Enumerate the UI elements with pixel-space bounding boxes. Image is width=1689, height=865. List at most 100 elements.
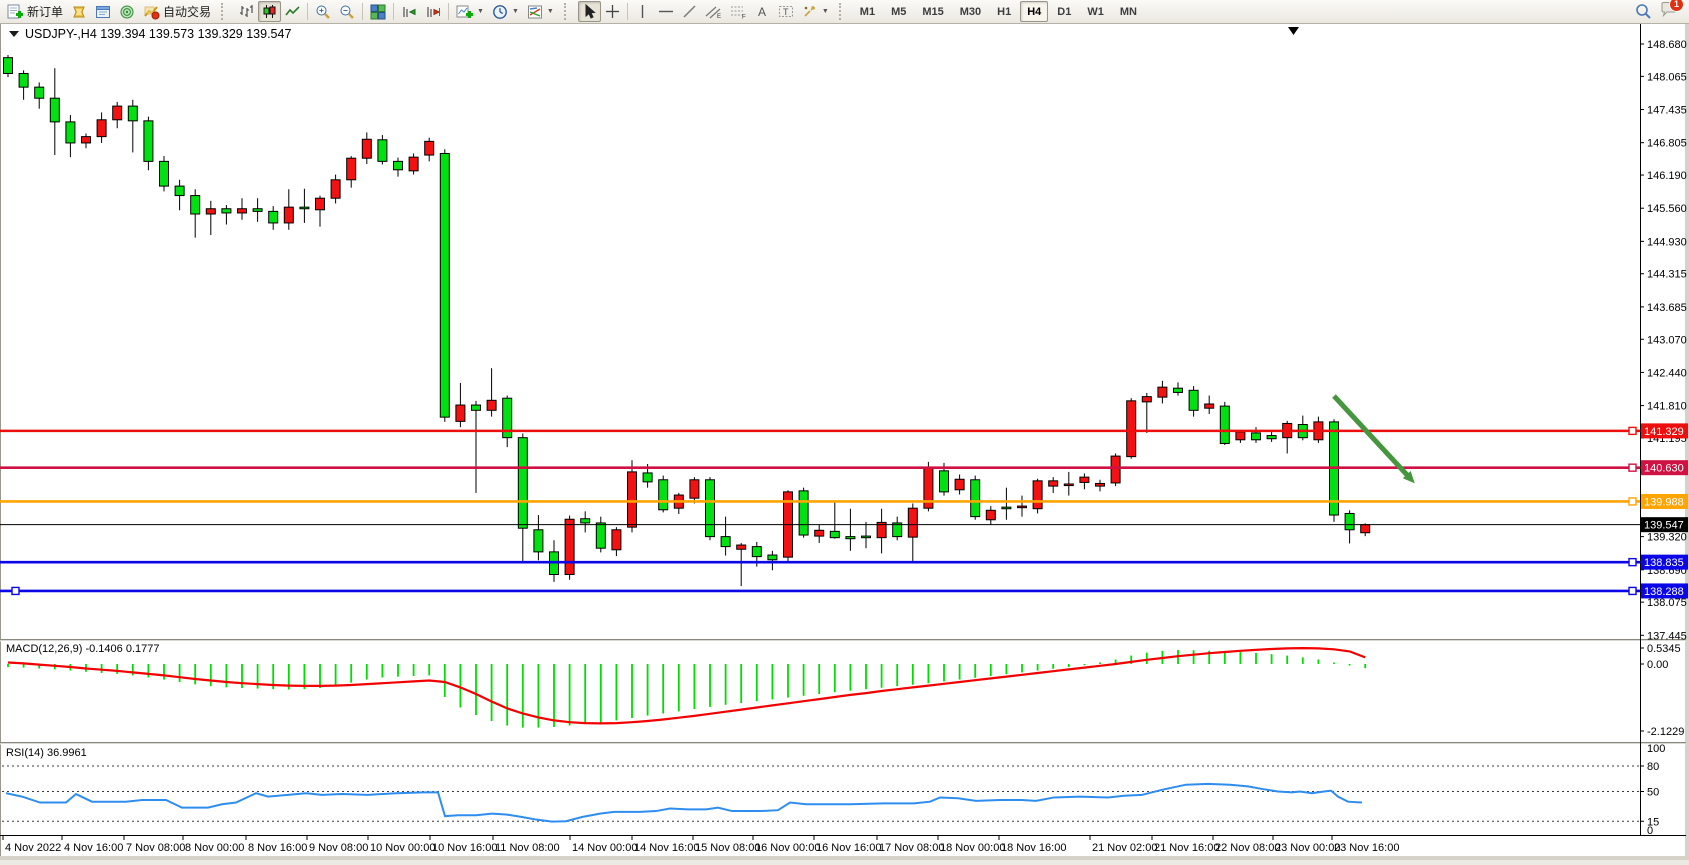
candle-body[interactable] — [377, 139, 388, 162]
zoom-out-button[interactable] — [335, 1, 359, 22]
new-order-button[interactable]: 新订单 — [3, 1, 67, 22]
candle-body[interactable] — [1079, 476, 1090, 483]
candle-body[interactable] — [533, 529, 544, 553]
candle-body[interactable] — [1204, 403, 1215, 409]
channel-tool-button[interactable]: E — [701, 1, 726, 22]
candle-body[interactable] — [814, 529, 825, 537]
candle-body[interactable] — [954, 478, 965, 491]
candle-body[interactable] — [299, 206, 310, 210]
chart-shift-marker[interactable] — [1288, 27, 1299, 35]
arrows-tool-button[interactable]: ▼ — [798, 1, 833, 22]
candle-body[interactable] — [1001, 506, 1012, 510]
candle-body[interactable] — [642, 472, 653, 483]
candle-body[interactable] — [268, 210, 279, 224]
candle-body[interactable] — [1173, 387, 1183, 393]
candle-body[interactable] — [49, 97, 60, 123]
candle-body[interactable] — [1063, 483, 1074, 487]
navigator-button[interactable] — [91, 1, 115, 22]
auto-trading-button[interactable]: 自动交易 — [139, 1, 215, 22]
candle-body[interactable] — [81, 136, 91, 144]
candle-body[interactable] — [96, 119, 107, 138]
candle-body[interactable] — [580, 518, 591, 524]
candle-body[interactable] — [751, 546, 762, 558]
candle-body[interactable] — [361, 138, 372, 159]
signals-button[interactable] — [115, 1, 139, 22]
candle-body[interactable] — [892, 522, 903, 538]
candle-body[interactable] — [205, 208, 216, 215]
search-icon[interactable] — [1635, 3, 1652, 20]
fibonacci-tool-button[interactable]: F — [726, 1, 751, 22]
candle-body[interactable] — [127, 105, 138, 122]
candle-body[interactable] — [1235, 431, 1246, 441]
candle-body[interactable] — [252, 208, 263, 212]
candle-body[interactable] — [985, 509, 996, 521]
trendline-tool-button[interactable] — [678, 1, 701, 22]
candle-body[interactable] — [517, 437, 528, 529]
candle-body[interactable] — [65, 121, 76, 144]
candle-body[interactable] — [907, 507, 918, 538]
tab-timeframe-d1[interactable]: D1 — [1057, 5, 1072, 18]
candle-body[interactable] — [1032, 480, 1043, 510]
tab-timeframe-m1[interactable]: M1 — [859, 5, 876, 18]
candle-body[interactable] — [798, 490, 809, 536]
candle-body[interactable] — [330, 179, 341, 199]
candle-body[interactable] — [393, 160, 403, 171]
candle-body[interactable] — [876, 521, 887, 539]
zoom-in-button[interactable] — [311, 1, 335, 22]
tab-timeframe-h4[interactable]: H4 — [1020, 1, 1049, 22]
candle-body[interactable] — [720, 536, 731, 548]
periods-button[interactable]: ▼ — [488, 1, 523, 22]
candle-body[interactable] — [283, 206, 294, 224]
templates-button[interactable]: ▼ — [523, 1, 558, 22]
hline-anchor[interactable] — [1628, 463, 1637, 472]
bar-chart-mode-button[interactable] — [235, 1, 258, 22]
hline-anchor[interactable] — [11, 586, 20, 596]
auto-scroll-button[interactable] — [397, 1, 421, 22]
tab-timeframe-mn[interactable]: MN — [1119, 5, 1137, 18]
price-axis[interactable]: 148.680 148.065 147.435 146.805 146.190 145.5… — [1640, 39, 1688, 642]
candle-body[interactable] — [143, 120, 154, 162]
candle-body[interactable] — [34, 86, 45, 99]
candle-body[interactable] — [1344, 512, 1355, 531]
candle-body[interactable] — [439, 152, 450, 418]
candle-body[interactable] — [1110, 455, 1121, 484]
hline-anchor[interactable] — [1628, 497, 1637, 506]
tab-timeframe-w1[interactable]: W1 — [1087, 5, 1104, 18]
line-chart-mode-button[interactable] — [281, 1, 304, 22]
candle-body[interactable] — [3, 57, 13, 74]
symbol-dropdown-icon[interactable] — [9, 31, 19, 37]
hline-anchor[interactable] — [1628, 586, 1637, 596]
candle-body[interactable] — [237, 208, 247, 214]
candle-body[interactable] — [159, 160, 169, 187]
candle-body[interactable] — [1126, 400, 1137, 458]
candle-body[interactable] — [627, 471, 637, 528]
candle-body[interactable] — [970, 479, 981, 518]
candle-body[interactable] — [346, 157, 357, 181]
horizontal-line-tool-button[interactable] — [654, 1, 678, 22]
chart-shift-button[interactable] — [421, 1, 445, 22]
crosshair-tool-button[interactable] — [601, 1, 624, 22]
candle-body[interactable] — [689, 479, 700, 499]
candle-body[interactable] — [767, 554, 778, 561]
candle-body[interactable] — [1360, 524, 1371, 534]
candle-body[interactable] — [1157, 386, 1168, 398]
candle-body[interactable] — [190, 195, 201, 215]
indicators-button[interactable]: ▼ — [452, 1, 488, 22]
tile-windows-button[interactable] — [366, 1, 390, 22]
candle-body[interactable] — [486, 399, 497, 411]
text-tool-button[interactable]: A — [751, 1, 774, 22]
tab-timeframe-h1[interactable]: H1 — [997, 5, 1012, 18]
trend-arrow-annotation[interactable] — [1332, 394, 1410, 478]
candle-body[interactable] — [829, 530, 840, 539]
candle-body[interactable] — [658, 479, 669, 511]
time-axis[interactable]: 4 Nov 2022 4 Nov 16:00 7 Nov 08:00 8 Nov 00… — [2, 836, 1399, 854]
text-label-tool-button[interactable]: T — [774, 1, 798, 22]
candle-body[interactable] — [408, 156, 419, 172]
notifications-button[interactable]: 1 — [1660, 0, 1684, 23]
candle-body[interactable] — [705, 479, 715, 538]
tab-timeframe-m30[interactable]: M30 — [959, 5, 982, 18]
candle-body[interactable] — [611, 529, 622, 551]
candle-body[interactable] — [1266, 435, 1277, 440]
candle-body[interactable] — [861, 535, 871, 539]
candle-body[interactable] — [174, 185, 185, 197]
